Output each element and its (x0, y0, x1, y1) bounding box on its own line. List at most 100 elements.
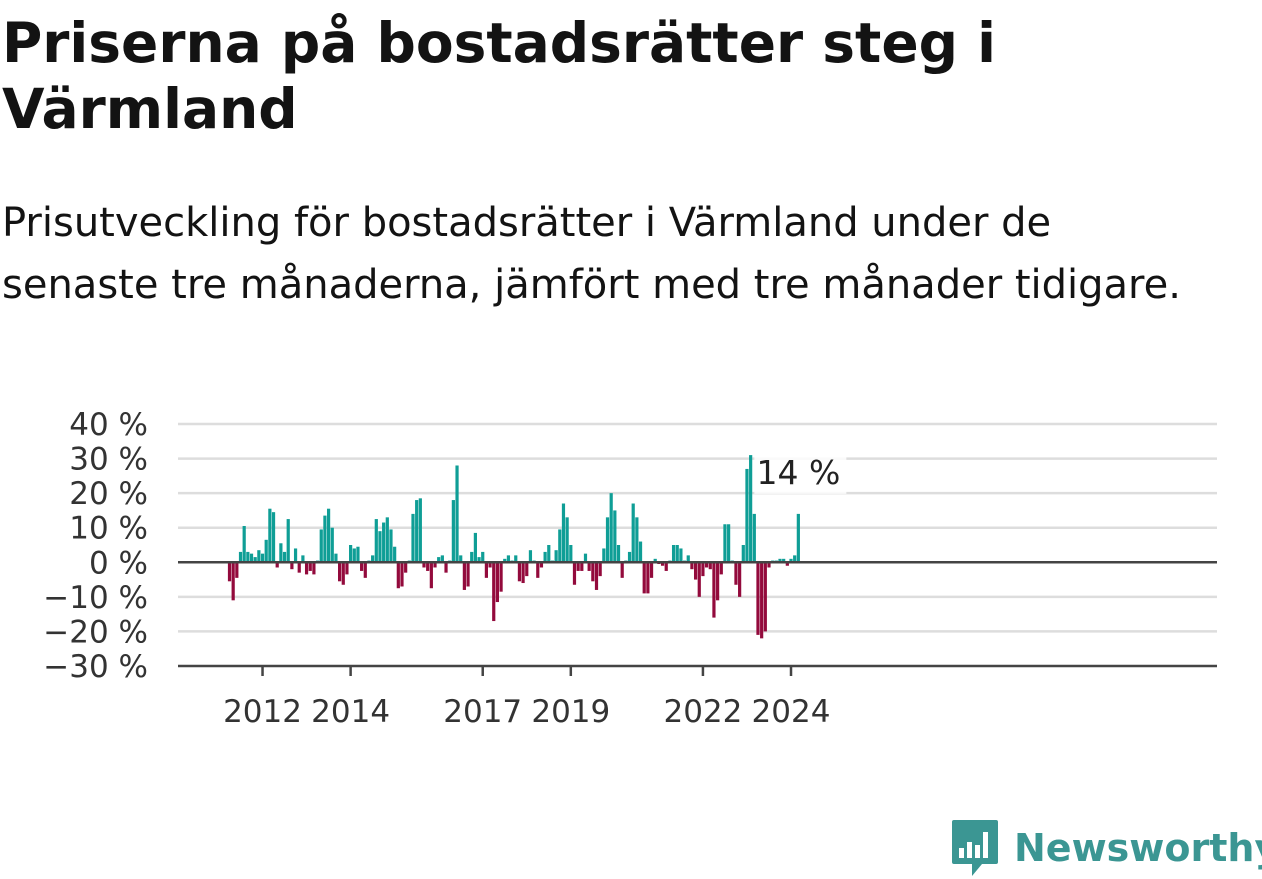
y-tick-label: −10 % (43, 580, 148, 616)
bar (738, 562, 741, 597)
bar (393, 547, 396, 563)
bar (470, 552, 473, 562)
y-tick-label: 0 % (89, 545, 148, 581)
bar (676, 545, 679, 562)
bar (265, 540, 268, 562)
bar (485, 562, 488, 578)
bar (558, 529, 561, 562)
x-tick-label: 2012 (223, 694, 302, 730)
bar (698, 562, 701, 597)
bar (331, 528, 334, 563)
bar (555, 550, 558, 562)
bar (672, 545, 675, 562)
bar (268, 509, 271, 563)
bar (650, 562, 653, 578)
chart-title: Priserna på bostadsrätter steg i Värmlan… (2, 10, 1242, 142)
bar (606, 517, 609, 562)
bar (610, 493, 613, 562)
bar (239, 552, 242, 562)
bar (753, 514, 756, 562)
bar (547, 545, 550, 562)
y-tick-label: 10 % (69, 511, 148, 547)
bar (228, 562, 231, 581)
bar (283, 552, 286, 562)
x-tick-label: 2014 (311, 694, 390, 730)
bar (665, 562, 668, 571)
bar (646, 562, 649, 593)
bar (639, 542, 642, 563)
bar (599, 562, 602, 576)
bar (327, 509, 330, 563)
bar (643, 562, 646, 593)
bar (628, 552, 631, 562)
axes (178, 562, 1217, 676)
bar (232, 562, 235, 600)
bar (466, 562, 469, 586)
bar (595, 562, 598, 590)
bar (613, 510, 616, 562)
bar (305, 562, 308, 574)
bar (566, 517, 569, 562)
bar (573, 562, 576, 584)
bar (349, 545, 352, 562)
bar (617, 545, 620, 562)
bar (375, 519, 378, 562)
bar (760, 562, 763, 638)
bar-chart: 40 %30 %20 %10 %0 %−10 %−20 %−30 % 2012 2… (0, 400, 1262, 730)
annotations: 14 % (754, 452, 846, 494)
bar (257, 550, 260, 562)
x-tick-label: 2024 (752, 694, 831, 730)
bar (723, 524, 726, 562)
bar (720, 562, 723, 574)
bar (635, 517, 638, 562)
bars (228, 455, 800, 638)
bar (261, 554, 264, 563)
bar (298, 562, 301, 572)
bar (323, 516, 326, 563)
bar (411, 514, 414, 562)
bar (353, 548, 356, 562)
bar (389, 529, 392, 562)
bar (694, 562, 697, 579)
chart-subtitle: Prisutveckling för bostadsrätter i Värml… (2, 192, 1182, 316)
bar (588, 562, 591, 571)
bar (716, 562, 719, 600)
bar (287, 519, 290, 562)
bar (742, 545, 745, 562)
x-tick-label: 2019 (531, 694, 610, 730)
brand-name: Newsworthy (1014, 826, 1262, 870)
x-tick-label: 2017 (443, 694, 522, 730)
bar (756, 562, 759, 635)
bar (463, 562, 466, 590)
bar (452, 500, 455, 562)
bar (430, 562, 433, 588)
bar (250, 554, 253, 563)
bar (580, 562, 583, 571)
bar (701, 562, 704, 576)
bar (309, 562, 312, 571)
bar (749, 455, 752, 562)
bar (529, 550, 532, 562)
y-tick-label: −30 % (43, 649, 148, 685)
bar (518, 562, 521, 581)
bar (734, 562, 737, 584)
bar (400, 562, 403, 586)
bar (525, 562, 528, 576)
bar (632, 504, 635, 563)
bar (312, 562, 315, 574)
bar (360, 562, 363, 571)
bar (455, 465, 458, 562)
bar (356, 547, 359, 563)
bar (426, 562, 429, 571)
bar (499, 562, 502, 591)
bar (764, 562, 767, 631)
bar (569, 545, 572, 562)
bar (591, 562, 594, 581)
bar (496, 562, 499, 602)
bar (243, 526, 246, 562)
x-axis-labels: 2012 2014 2017 2019 2022 2024 (223, 694, 830, 730)
bar (474, 533, 477, 562)
bar (279, 543, 282, 562)
bar (364, 562, 367, 578)
bar (745, 469, 748, 562)
